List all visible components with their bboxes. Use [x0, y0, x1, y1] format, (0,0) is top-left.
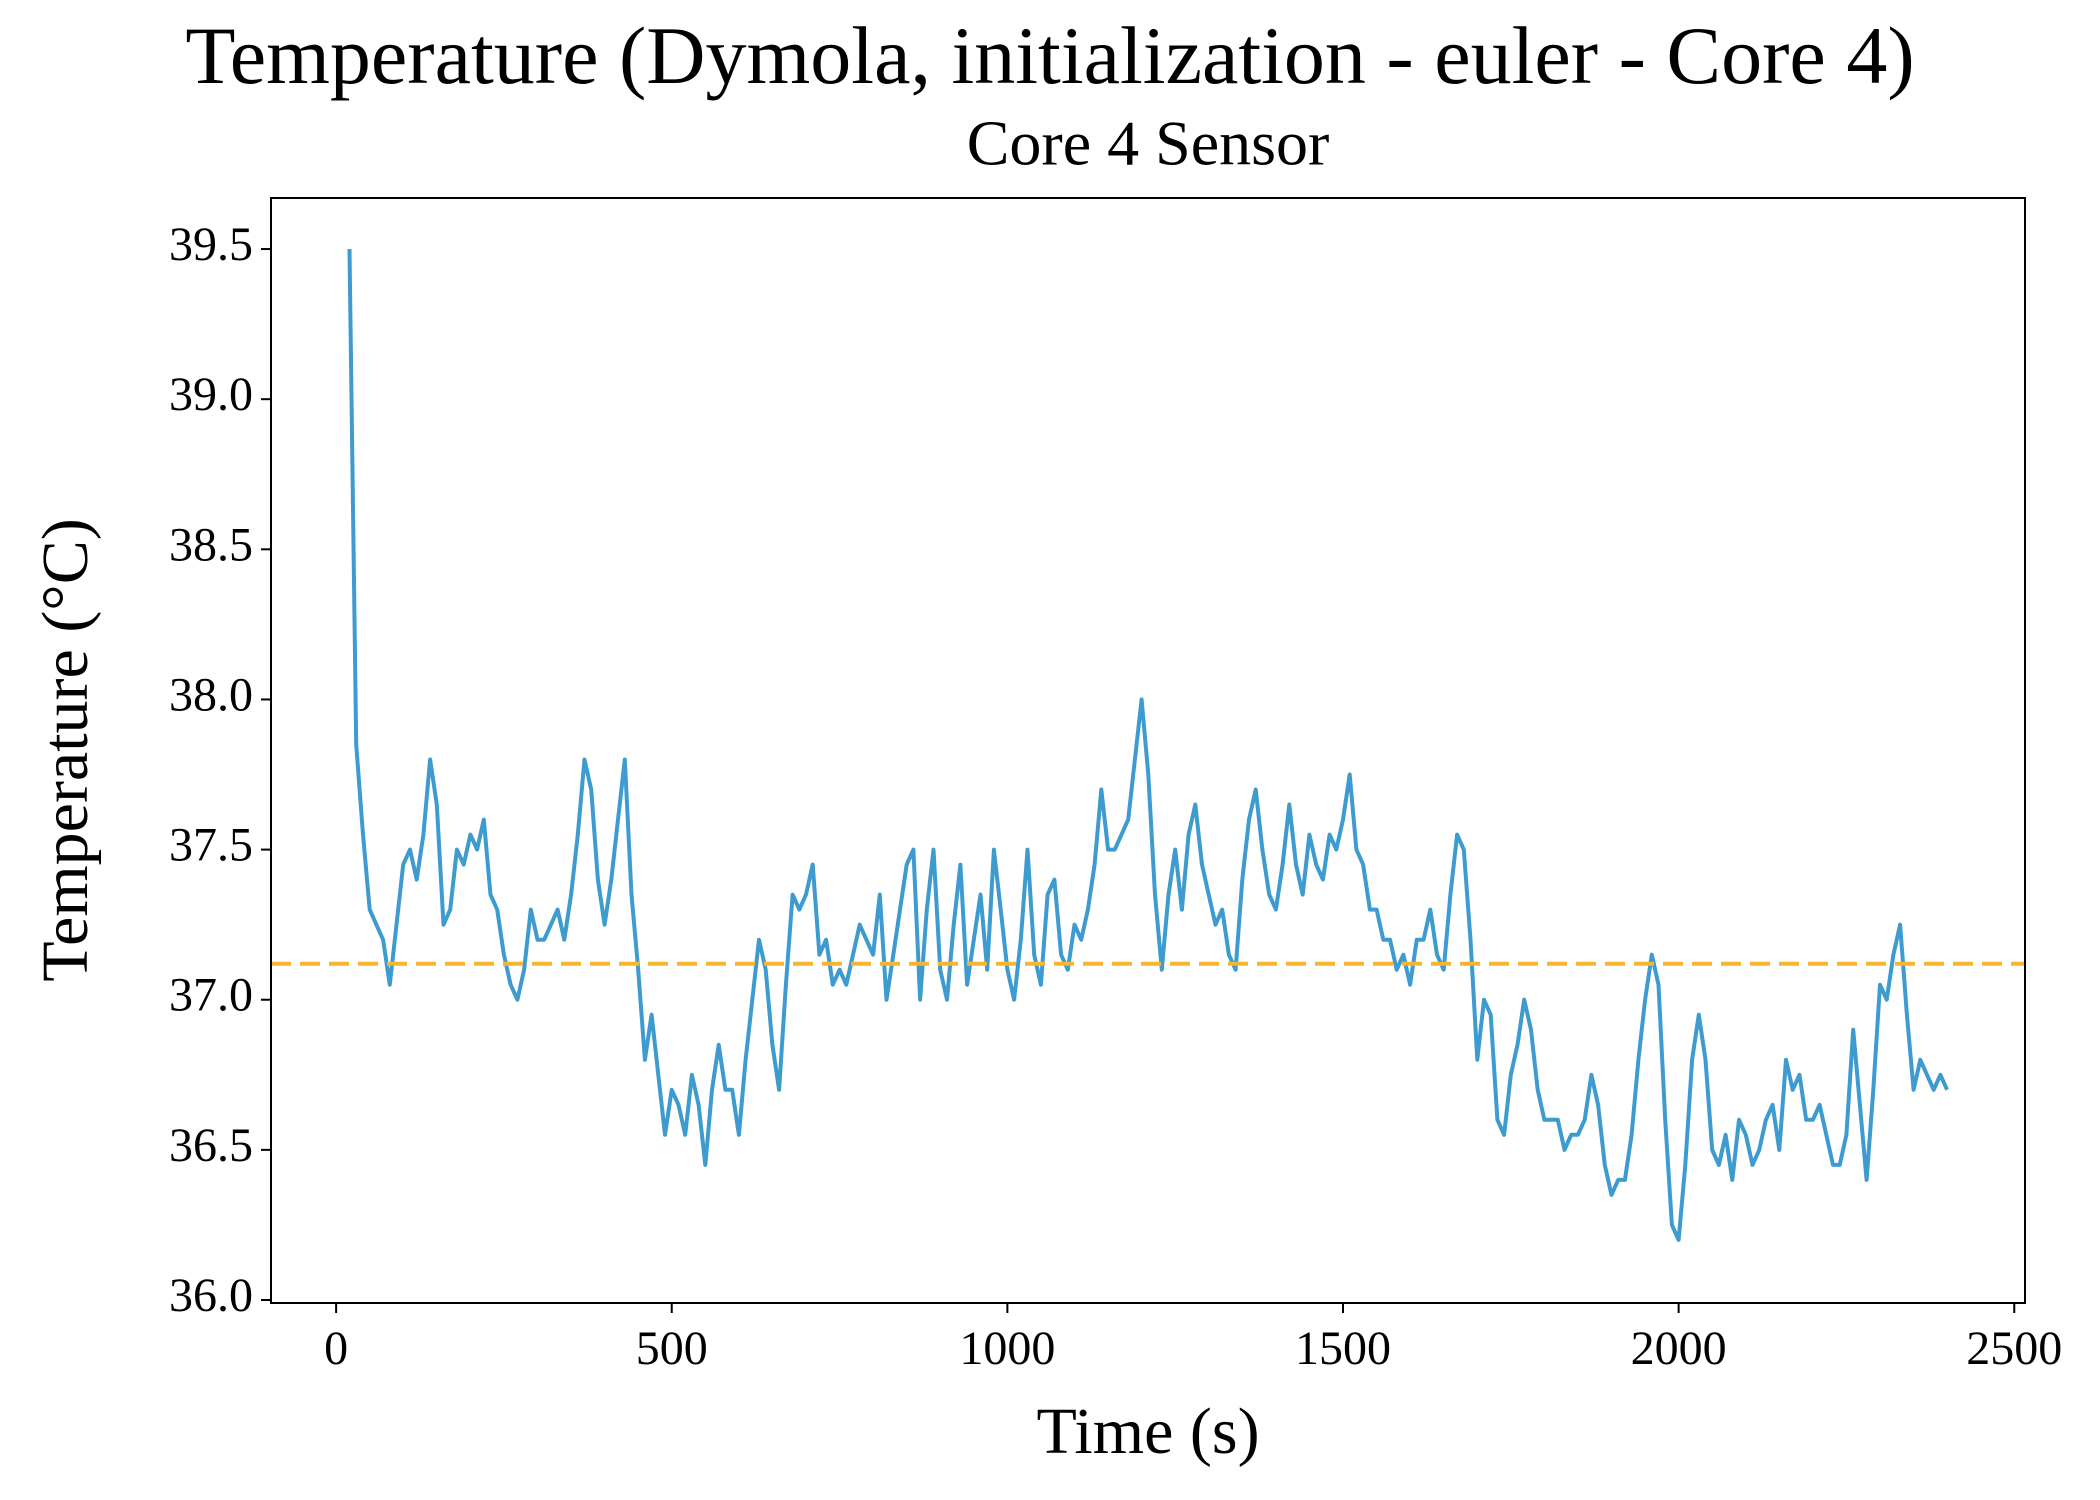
y-axis-label: Temperature (°C)	[29, 518, 102, 981]
y-tick-label: 39.0	[169, 368, 253, 421]
data-line	[347, 248, 1949, 1242]
plot-frame	[270, 197, 2026, 1304]
y-tick-label: 38.5	[169, 518, 253, 571]
x-tick-label: 0	[324, 1322, 348, 1375]
y-tick-label: 37.0	[169, 969, 253, 1022]
y-tick-label: 36.0	[169, 1269, 253, 1322]
x-tick-label: 500	[636, 1322, 708, 1375]
x-tick-label: 1500	[1295, 1322, 1391, 1375]
y-tick-label: 38.0	[169, 668, 253, 721]
y-tick-label: 37.5	[169, 819, 253, 872]
x-tick-label: 1000	[959, 1322, 1055, 1375]
x-tick-label: 2000	[1631, 1322, 1727, 1375]
chart-title: Temperature (Dymola, initialization - eu…	[185, 10, 1914, 101]
x-tick-label: 2500	[1966, 1322, 2062, 1375]
y-tick-label: 36.5	[169, 1119, 253, 1172]
x-axis-label: Time (s)	[1036, 1395, 1259, 1468]
chart-subtitle: Core 4 Sensor	[967, 108, 1330, 179]
y-tick-label: 39.5	[169, 218, 253, 271]
